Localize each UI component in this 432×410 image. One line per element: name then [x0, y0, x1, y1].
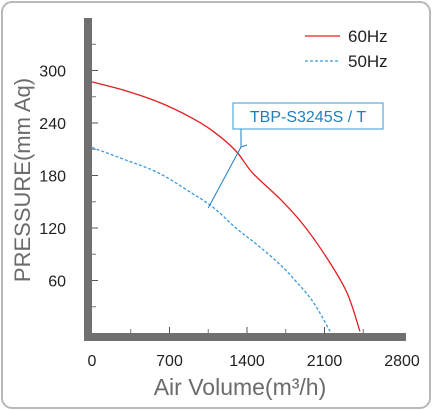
series-line-50hz	[91, 146, 331, 332]
series-line-60hz	[91, 81, 361, 332]
x-tick-label: 2800	[384, 353, 420, 370]
callout-branch	[240, 144, 248, 148]
x-tick-label: 2100	[307, 353, 343, 370]
x-axis-title: Air Volume(m³/h)	[154, 374, 327, 400]
callout-box	[232, 102, 384, 130]
y-tick-label: 180	[39, 169, 66, 186]
ticks-group: 0 700 1400 2100 2800 60 120 180 240 300	[39, 43, 420, 370]
y-axis-title: PRESSURE(mm Aq)	[10, 78, 35, 282]
legend-label-60hz: 60Hz	[348, 27, 388, 46]
legend: 60Hz 50Hz	[305, 27, 388, 71]
y-tick-label: 300	[39, 64, 66, 81]
x-axis-bar	[84, 333, 406, 341]
callout-leader	[207, 146, 242, 209]
x-tick-label: 0	[88, 353, 97, 370]
y-tick-label: 240	[39, 116, 66, 133]
callout: TBP-S3245S / T	[207, 102, 384, 209]
x-tick-label: 1400	[229, 353, 265, 370]
legend-label-50hz: 50Hz	[348, 52, 388, 71]
y-tick-label: 120	[39, 221, 66, 238]
y-axis-bar	[84, 18, 92, 340]
series-group	[91, 81, 361, 332]
x-tick-label: 700	[156, 353, 183, 370]
callout-text: TBP-S3245S / T	[250, 109, 366, 126]
y-tick-label: 60	[48, 274, 66, 291]
